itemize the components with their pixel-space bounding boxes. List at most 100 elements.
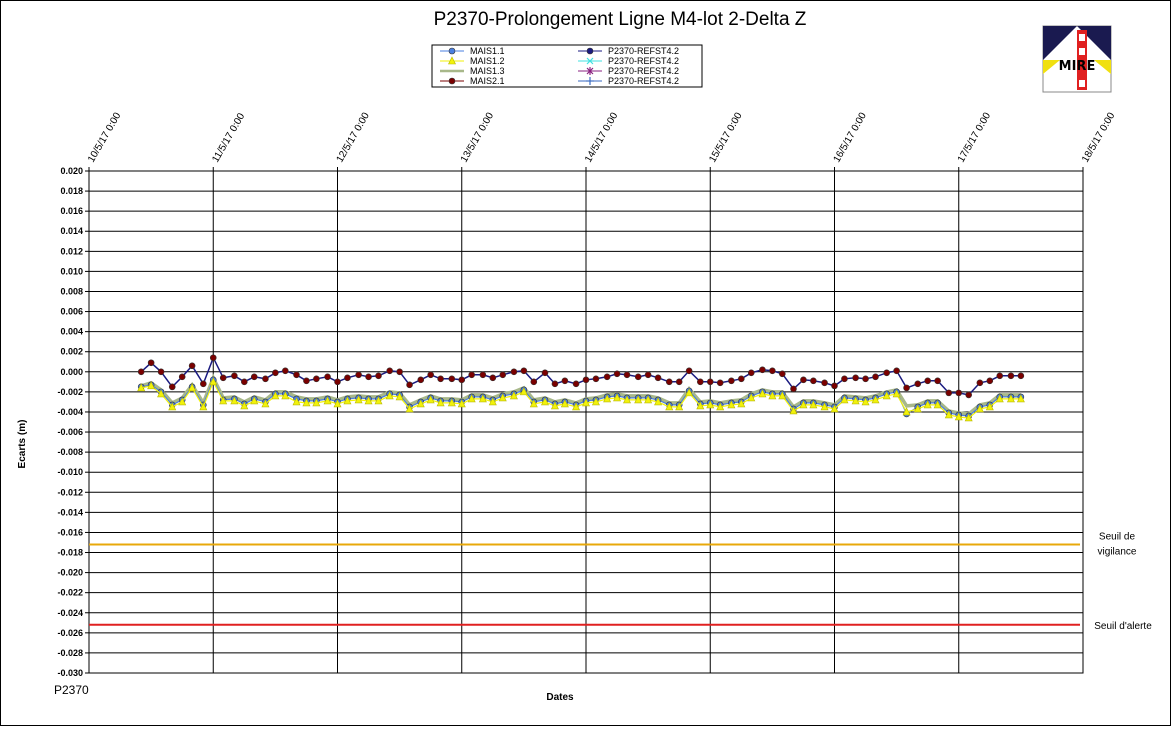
data-point xyxy=(395,392,404,401)
data-point xyxy=(209,377,218,386)
data-point xyxy=(964,413,973,422)
data-point xyxy=(914,380,922,388)
data-point xyxy=(582,398,590,407)
data-point xyxy=(520,367,528,375)
data-point xyxy=(665,378,673,386)
data-point xyxy=(821,379,828,387)
data-point xyxy=(510,368,518,376)
data-point xyxy=(840,395,849,404)
data-point xyxy=(386,367,393,375)
data-point xyxy=(271,391,280,400)
data-point xyxy=(178,397,187,406)
legend-swatch-marker xyxy=(448,77,456,85)
data-point xyxy=(728,377,735,385)
data-point xyxy=(591,397,600,406)
data-point xyxy=(820,402,829,411)
y-axis-ticks: 0.020 0.018 0.016 0.014 0.012 0.010 0.008 0.006… xyxy=(57,166,89,678)
data-point xyxy=(778,391,787,400)
data-point xyxy=(883,369,890,377)
data-point xyxy=(157,368,165,376)
data-point xyxy=(696,401,705,410)
data-point xyxy=(241,378,248,386)
data-point xyxy=(996,372,1004,380)
data-point xyxy=(272,369,279,377)
y-tick-label: 0.000 xyxy=(60,367,83,377)
legend-label: P2370-REFST4.2 xyxy=(608,46,679,56)
data-point xyxy=(862,375,869,383)
data-point xyxy=(944,410,953,419)
data-point xyxy=(323,396,332,405)
data-point xyxy=(644,371,652,379)
legend-box xyxy=(431,44,703,88)
data-point xyxy=(945,389,953,397)
data-point xyxy=(1007,372,1015,380)
data-point xyxy=(975,404,984,413)
data-point xyxy=(986,377,994,385)
threshold-label: vigilance xyxy=(1098,546,1137,557)
data-point xyxy=(147,381,156,390)
data-point xyxy=(262,375,269,383)
data-point xyxy=(727,400,736,409)
y-tick-label: -0.020 xyxy=(57,568,83,578)
y-tick-label: 0.006 xyxy=(60,307,83,317)
data-point xyxy=(168,402,177,411)
data-point xyxy=(758,389,767,398)
data-point xyxy=(219,396,228,405)
y-tick-label: 0.016 xyxy=(60,206,83,216)
data-point xyxy=(147,359,155,367)
data-point xyxy=(447,398,456,407)
data-point xyxy=(861,397,870,406)
y-tick-label: 0.008 xyxy=(60,286,83,296)
data-point xyxy=(541,369,549,377)
data-point xyxy=(675,378,683,386)
data-point xyxy=(468,371,475,379)
legend-label: MAIS1.1 xyxy=(470,46,505,56)
legend-swatch-marker xyxy=(586,77,594,85)
y-axis-label: Ecarts (m) xyxy=(17,420,28,469)
data-point xyxy=(852,374,859,382)
data-point xyxy=(623,371,631,379)
data-point xyxy=(541,397,549,406)
legend-item: P2370-REFST4.2 xyxy=(578,46,679,56)
data-point xyxy=(436,398,445,407)
y-tick-label: -0.012 xyxy=(57,487,83,497)
data-point xyxy=(716,379,724,387)
legend-item: MAIS1.2 xyxy=(440,56,505,66)
data-point xyxy=(560,399,569,408)
data-point xyxy=(385,391,394,400)
legend-swatch-marker xyxy=(448,47,456,55)
data-point xyxy=(954,412,963,421)
legend-item: P2370-REFST4.2 xyxy=(578,56,679,66)
y-tick-label: -0.018 xyxy=(57,548,83,558)
data-point xyxy=(613,370,621,378)
data-point xyxy=(489,374,497,382)
data-point xyxy=(582,376,590,384)
data-point xyxy=(261,399,270,408)
data-point xyxy=(613,393,622,402)
y-tick-label: 0.018 xyxy=(60,186,83,196)
data-point xyxy=(230,396,239,405)
data-point xyxy=(1016,394,1025,403)
data-point xyxy=(426,395,435,404)
data-point xyxy=(706,400,715,409)
vertical-gridlines xyxy=(212,171,960,673)
data-point xyxy=(654,397,663,406)
data-point xyxy=(355,371,362,379)
data-point xyxy=(281,391,290,400)
legend-label: MAIS2.1 xyxy=(470,76,505,86)
data-point xyxy=(416,399,425,408)
data-point xyxy=(551,380,559,388)
y-tick-label: -0.004 xyxy=(57,407,83,417)
data-point xyxy=(634,373,642,381)
data-point xyxy=(592,375,600,383)
data-point xyxy=(810,377,817,385)
y-tick-label: -0.024 xyxy=(57,608,83,618)
data-point xyxy=(199,402,208,411)
legend-label: MAIS1.3 xyxy=(470,66,505,76)
data-point xyxy=(396,368,403,376)
data-point xyxy=(168,383,176,391)
legend-label: P2370-REFST4.2 xyxy=(608,66,679,76)
data-point xyxy=(529,399,538,408)
y-tick-label: 0.012 xyxy=(60,246,83,256)
data-point xyxy=(799,400,808,409)
